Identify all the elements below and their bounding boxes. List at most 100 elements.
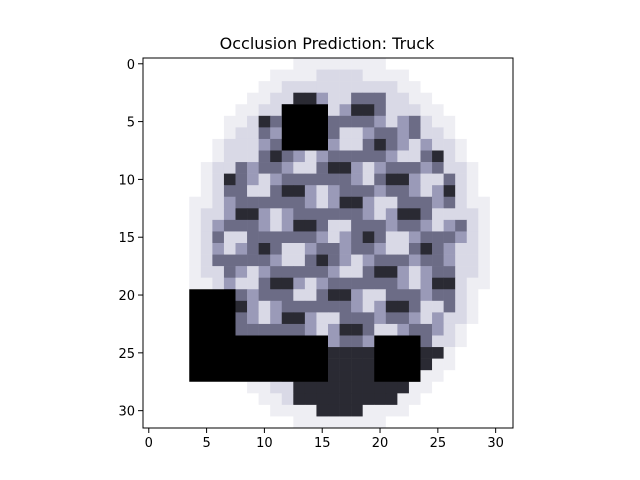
image-pixel [281, 81, 294, 93]
image-pixel [339, 323, 352, 336]
image-pixel [385, 381, 398, 394]
image-pixel [189, 404, 202, 417]
image-pixel [189, 115, 202, 128]
image-pixel [189, 219, 202, 232]
image-pixel [270, 289, 283, 302]
image-pixel [420, 300, 433, 313]
image-pixel [478, 81, 491, 93]
image-pixel [374, 69, 387, 82]
image-pixel [328, 370, 340, 383]
image-pixel [235, 162, 248, 174]
image-pixel [432, 347, 444, 359]
image-pixel [362, 58, 375, 70]
image-pixel [200, 208, 213, 221]
image-pixel [143, 231, 155, 244]
image-pixel [143, 254, 155, 267]
image-pixel [397, 150, 410, 163]
image-pixel [351, 266, 363, 278]
y-tick-label: 30 [118, 405, 135, 420]
image-pixel [316, 393, 329, 406]
image-pixel [212, 243, 225, 255]
image-pixel [489, 69, 502, 82]
image-pixel [478, 243, 491, 255]
image-pixel [189, 231, 202, 244]
image-pixel [235, 127, 248, 140]
image-pixel [374, 138, 387, 151]
image-pixel [374, 300, 387, 313]
image-pixel [374, 243, 387, 255]
image-pixel [420, 277, 433, 290]
image-pixel [397, 69, 410, 82]
image-pixel [247, 266, 259, 278]
image-pixel [362, 393, 375, 406]
image-pixel [143, 300, 155, 313]
image-pixel [397, 323, 410, 336]
image-pixel [420, 266, 433, 278]
image-pixel [420, 219, 433, 232]
image-pixel [501, 150, 514, 163]
image-pixel [351, 58, 363, 70]
image-pixel [177, 81, 190, 93]
image-pixel [466, 381, 479, 394]
image-pixel [200, 58, 213, 70]
image-pixel [385, 104, 398, 117]
image-pixel [143, 312, 155, 325]
image-pixel [501, 358, 514, 371]
image-pixel [443, 138, 456, 151]
image-pixel [443, 196, 456, 209]
image-pixel [374, 277, 387, 290]
image-pixel [328, 173, 340, 186]
y-axis: 0 5 10 15 20 25 30 [118, 58, 143, 420]
x-tick-label: 5 [202, 436, 210, 451]
image-pixel [432, 185, 444, 198]
image-pixel [374, 312, 387, 325]
image-pixel [154, 231, 167, 244]
image-pixel [143, 393, 155, 406]
image-pixel [189, 138, 202, 151]
image-pixel [374, 162, 387, 174]
image-pixel [154, 115, 167, 128]
image-pixel [420, 416, 433, 429]
image-pixel [397, 115, 410, 128]
image-pixel [166, 370, 178, 383]
image-pixel [154, 69, 167, 82]
image-pixel [374, 323, 387, 336]
image-pixel [374, 115, 387, 128]
image-pixel [385, 312, 398, 325]
image-pixel [339, 196, 352, 209]
image-pixel [374, 254, 387, 267]
image-pixel [489, 127, 502, 140]
image-pixel [177, 185, 190, 198]
image-pixel [362, 289, 375, 302]
image-pixel [293, 196, 306, 209]
image-pixel [455, 381, 468, 394]
image-pixel [258, 81, 271, 93]
image-pixel [443, 254, 456, 267]
image-pixel [316, 81, 329, 93]
image-pixel [154, 243, 167, 255]
image-pixel [501, 289, 514, 302]
image-pixel [328, 416, 340, 429]
image-pixel [501, 92, 514, 105]
image-pixel [432, 393, 444, 406]
image-pixel [374, 127, 387, 140]
image-pixel [478, 162, 491, 174]
image-pixel [154, 312, 167, 325]
image-pixel [501, 104, 514, 117]
image-pixel [270, 323, 283, 336]
image-pixel [351, 393, 363, 406]
image-pixel [489, 173, 502, 186]
image-pixel [328, 92, 340, 105]
image-pixel [374, 196, 387, 209]
image-pixel [385, 416, 398, 429]
image-pixel [501, 277, 514, 290]
image-pixel [223, 115, 236, 128]
y-tick-label: 5 [127, 116, 135, 131]
image-pixel [304, 162, 317, 174]
image-pixel [143, 115, 155, 128]
image-pixel [258, 162, 271, 174]
image-pixel [200, 196, 213, 209]
image-pixel [316, 150, 329, 163]
image-pixel [408, 127, 421, 140]
image-pixel [489, 323, 502, 336]
